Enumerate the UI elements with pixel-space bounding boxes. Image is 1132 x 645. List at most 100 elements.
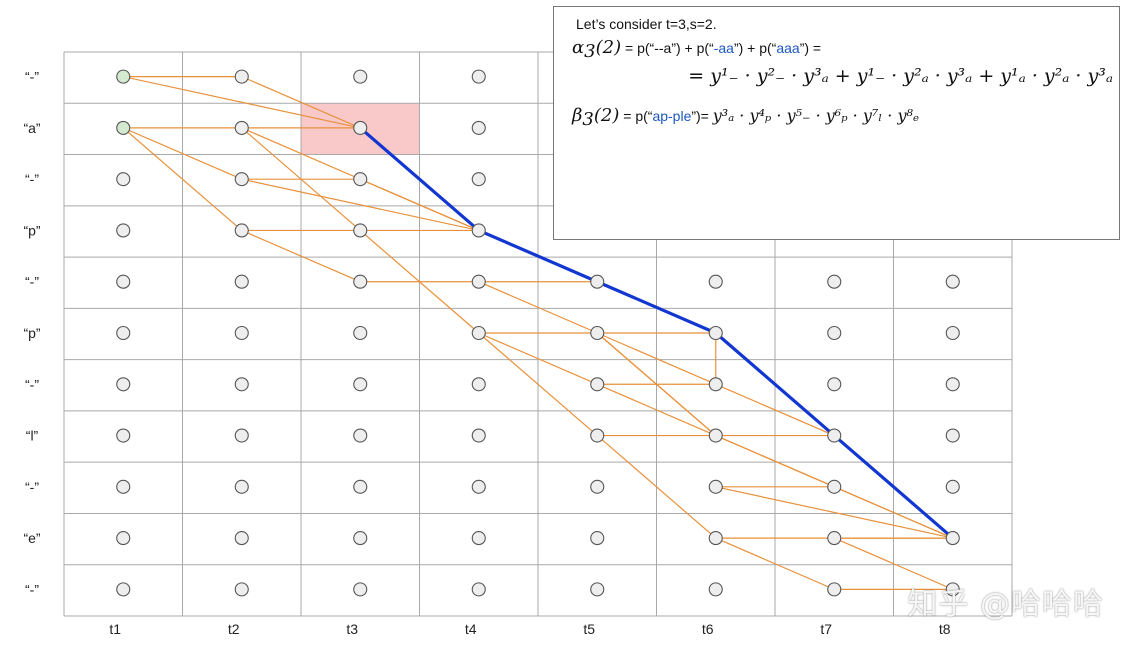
lattice-node	[708, 325, 723, 341]
beta-symbol: β	[572, 105, 583, 126]
lattice-edge	[834, 486, 953, 539]
lattice-node	[234, 377, 249, 392]
lattice-node	[116, 274, 131, 289]
lattice-node	[708, 377, 723, 392]
row-label: “l”	[26, 428, 39, 444]
lattice-node	[234, 325, 249, 341]
lattice-node	[116, 325, 131, 341]
lattice-node	[945, 325, 960, 341]
lattice-node	[945, 582, 960, 597]
lattice-node	[945, 377, 960, 392]
lattice-node	[116, 531, 131, 546]
lattice-edge	[478, 281, 598, 334]
row-label: “-”	[25, 479, 39, 495]
lattice-node	[353, 69, 368, 84]
lattice-node	[116, 428, 131, 443]
lattice-node	[234, 172, 249, 187]
lattice-node	[827, 428, 842, 443]
col-labels: t1 t2 t3 t4 t5 t6 t7 t8	[109, 621, 950, 637]
lattice-node	[116, 223, 131, 238]
lattice-edge	[597, 383, 716, 437]
beta-expansion: y³ₐ · y⁴ₚ · y⁵₋ · y⁶ₚ · y⁷ₗ · y⁸ₑ	[712, 106, 920, 125]
lattice-edge	[596, 435, 717, 539]
lattice-node	[590, 377, 605, 392]
col-label: t1	[109, 621, 121, 637]
lattice-node	[234, 479, 249, 494]
lattice-node	[353, 428, 368, 443]
lattice-node	[471, 69, 486, 84]
lattice-node	[827, 377, 842, 392]
lattice-node	[471, 479, 486, 494]
lattice-node	[590, 274, 605, 289]
lattice-node	[234, 428, 249, 443]
lattice-edge	[123, 127, 242, 180]
col-label: t5	[583, 621, 595, 637]
beta-definition: β3(2) = p(“ap-ple”)= y³ₐ · y⁴ₚ · y⁵₋ · y…	[572, 105, 919, 130]
lattice-node	[471, 377, 486, 392]
col-label: t3	[346, 621, 358, 637]
lattice-node	[827, 325, 842, 341]
alpha-argument: (2)	[595, 37, 622, 58]
lattice-edge	[122, 127, 243, 231]
lattice-node	[353, 120, 368, 135]
lattice-edge	[123, 76, 361, 129]
alpha-subscript: 3	[584, 40, 596, 62]
lattice-node	[234, 531, 249, 546]
lattice-node	[234, 120, 249, 135]
row-label: “-”	[25, 69, 39, 85]
lattice-node	[471, 582, 486, 597]
lattice-edge	[715, 486, 953, 539]
lattice-node	[827, 479, 842, 494]
alpha-expansion: = y¹₋ · y²₋ · y³ₐ + y¹₋ · y²ₐ · y³ₐ + y¹…	[688, 65, 1113, 87]
lattice-edge	[360, 178, 479, 232]
lattice-node	[471, 428, 486, 443]
beta-argument: (2)	[593, 105, 620, 126]
col-label: t7	[820, 621, 832, 637]
lattice-node	[471, 223, 486, 238]
lattice-node	[353, 531, 368, 546]
alpha-definition: α3(2) = p(“--a”) + p(“-aa”) + p(“aaa”) =	[572, 37, 821, 62]
lattice-edge	[241, 76, 361, 129]
lattice-node	[945, 479, 960, 494]
lattice-node	[471, 172, 486, 187]
highlighted-path	[358, 126, 955, 540]
lattice-node	[471, 531, 486, 546]
lattice-edge	[597, 332, 716, 385]
lattice-node	[827, 531, 842, 546]
lattice-node	[353, 223, 368, 238]
lattice-node	[353, 582, 368, 597]
row-label: “p”	[23, 222, 40, 238]
lattice-node	[234, 582, 249, 597]
alpha-end: ”) =	[799, 40, 822, 56]
lattice-edge	[241, 178, 479, 232]
lattice-node	[945, 428, 960, 443]
col-label: t8	[939, 621, 951, 637]
formula-title: Let’s consider t=3,s=2.	[576, 16, 717, 32]
formula-box: Let’s consider t=3,s=2. α3(2) = p(“--a”)…	[553, 6, 1120, 240]
alpha-term-3: aaa	[776, 40, 800, 56]
alpha-symbol: α	[572, 37, 585, 58]
start-node	[116, 69, 131, 84]
beta-eq-prefix: = p(“	[623, 108, 653, 124]
lattice-node	[353, 377, 368, 392]
beta-subscript: 3	[582, 108, 594, 130]
lattice-node	[116, 582, 131, 597]
lattice-edge	[715, 434, 835, 488]
row-labels: “-” “a” “-” “p” “-” “p” “-” “l” “-” “e” “-”	[23, 69, 40, 598]
lattice-node	[945, 274, 960, 289]
lattice-node	[471, 325, 486, 341]
row-label: “-”	[25, 274, 39, 290]
lattice-node	[234, 223, 249, 238]
beta-term: ap-ple	[652, 108, 692, 124]
lattice-node	[471, 274, 486, 289]
lattice-node	[471, 120, 486, 135]
row-label: “-”	[25, 376, 39, 392]
lattice-edge	[834, 537, 953, 590]
watermark: 知乎 @哈哈哈	[907, 587, 1104, 622]
lattice-node	[708, 582, 723, 597]
lattice-edges	[122, 76, 954, 590]
lattice-node	[708, 274, 723, 289]
row-label: “e”	[23, 530, 40, 546]
lattice-edge	[715, 537, 835, 590]
lattice-edge	[715, 383, 835, 437]
